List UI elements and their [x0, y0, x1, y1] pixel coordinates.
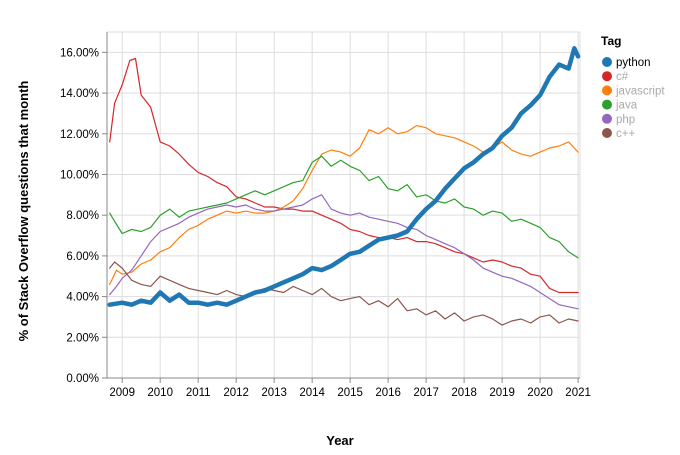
legend-label: javascript	[615, 85, 665, 97]
series-layer	[107, 46, 581, 326]
legend-swatch	[602, 57, 612, 67]
series-line-csharp	[109, 57, 579, 294]
grid-layer	[106, 31, 581, 379]
series-line-python	[107, 46, 581, 307]
legend-title: Tag	[601, 34, 621, 48]
legend-label: python	[616, 57, 651, 69]
y-tick-label: 16.00%	[60, 47, 99, 59]
legend-swatch	[602, 128, 612, 138]
y-tick-label: 8.00%	[66, 210, 99, 222]
legend-label: php	[616, 114, 635, 126]
x-tick-label: 2013	[261, 387, 287, 399]
x-tick-label: 2012	[223, 387, 249, 399]
legend-swatch	[602, 71, 612, 82]
x-tick-label: 2017	[413, 387, 439, 399]
legend-label: c++	[616, 128, 635, 140]
x-tick-label: 2014	[299, 387, 325, 399]
series-line-php	[109, 194, 579, 310]
x-tick-label: 2009	[109, 387, 135, 399]
x-tick-label: 2018	[451, 387, 477, 399]
x-tick-label: 2019	[489, 387, 515, 399]
legend-label: java	[615, 100, 638, 112]
y-axis-title: % of Stack Overflow questions that month	[16, 81, 31, 342]
x-tick-label: 2011	[186, 387, 211, 399]
axis-layer	[106, 32, 580, 379]
tick-layer: 0.00% 2.00% 4.00% 6.00% 8.00% 10.00% 12.00% 14.…	[60, 47, 591, 399]
y-tick-label: 0.00%	[66, 373, 99, 385]
plot-frame	[106, 31, 581, 379]
x-axis-title: Year	[326, 433, 353, 448]
x-tick-label: 2010	[147, 387, 173, 399]
legend-label: c#	[616, 71, 629, 83]
y-tick-label: 2.00%	[66, 332, 99, 344]
y-tick-label: 4.00%	[66, 292, 99, 304]
x-tick-label: 2015	[337, 387, 363, 399]
series-line-javascript	[109, 124, 579, 285]
legend-swatch	[602, 85, 612, 96]
y-tick-label: 6.00%	[66, 251, 99, 263]
series-line-java	[109, 155, 579, 259]
legend-swatch	[602, 113, 612, 124]
y-tick-label: 14.00%	[60, 88, 99, 100]
series-line-cplusplus	[109, 261, 579, 326]
legend-swatch	[602, 99, 612, 110]
x-tick-label: 2020	[527, 387, 553, 399]
x-tick-label: 2021	[565, 387, 591, 399]
y-tick-label: 12.00%	[60, 129, 99, 141]
legend: Tag python c# javascript java php c++	[601, 34, 665, 140]
x-tick-label: 2016	[375, 387, 401, 399]
y-tick-label: 10.00%	[60, 169, 99, 181]
